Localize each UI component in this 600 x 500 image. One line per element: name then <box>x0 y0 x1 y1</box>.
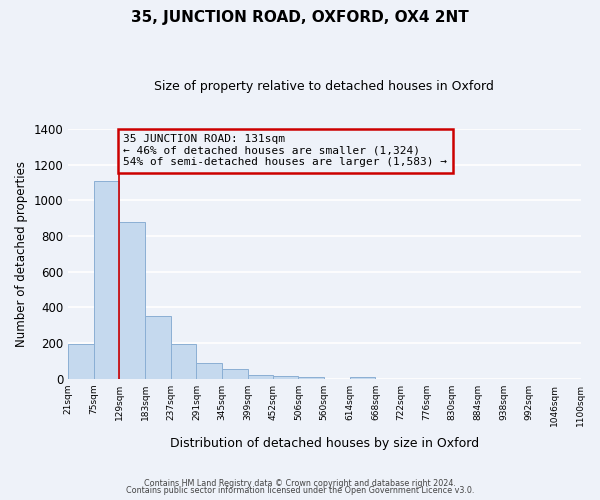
Bar <box>222 369 248 379</box>
Text: 35 JUNCTION ROAD: 131sqm
← 46% of detached houses are smaller (1,324)
54% of sem: 35 JUNCTION ROAD: 131sqm ← 46% of detach… <box>123 134 447 168</box>
Text: Contains public sector information licensed under the Open Government Licence v3: Contains public sector information licen… <box>126 486 474 495</box>
Y-axis label: Number of detached properties: Number of detached properties <box>15 161 28 347</box>
Bar <box>119 222 145 379</box>
Bar <box>298 377 324 379</box>
X-axis label: Distribution of detached houses by size in Oxford: Distribution of detached houses by size … <box>170 437 479 450</box>
Title: Size of property relative to detached houses in Oxford: Size of property relative to detached ho… <box>154 80 494 93</box>
Bar <box>94 180 119 379</box>
Text: 35, JUNCTION ROAD, OXFORD, OX4 2NT: 35, JUNCTION ROAD, OXFORD, OX4 2NT <box>131 10 469 25</box>
Text: Contains HM Land Registry data © Crown copyright and database right 2024.: Contains HM Land Registry data © Crown c… <box>144 478 456 488</box>
Bar <box>145 316 171 379</box>
Bar <box>273 376 298 379</box>
Bar <box>350 377 376 379</box>
Bar <box>196 363 222 379</box>
Bar <box>68 344 94 379</box>
Bar <box>248 376 273 379</box>
Bar <box>171 344 196 379</box>
